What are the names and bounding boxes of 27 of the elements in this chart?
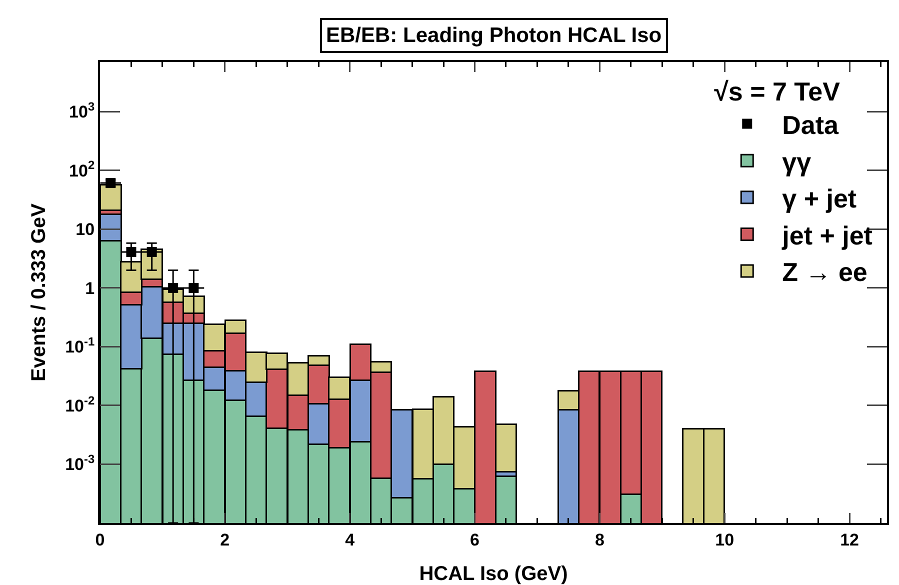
x-axis-title: HCAL Iso (GeV)	[419, 563, 568, 585]
legend-label: jet + jet	[781, 220, 873, 250]
y-axis-title: Events / 0.333 GeV	[28, 202, 50, 382]
y-tick-label: 10	[76, 220, 95, 240]
point	[188, 282, 199, 293]
chart-title: EB/EB: Leading Photon HCAL Iso	[326, 24, 662, 47]
point	[168, 282, 178, 293]
x-tick-label: 4	[345, 530, 356, 550]
legend-label: γ + jet	[782, 184, 857, 214]
x-tick-label: 12	[840, 530, 859, 550]
legend-title: √s = 7 TeV	[714, 76, 841, 106]
y-tick-label: 1	[85, 278, 95, 298]
point	[146, 246, 157, 257]
legend-label: Z → ee	[782, 257, 868, 288]
x-tick-label: 8	[594, 530, 604, 550]
legend-label: Data	[782, 110, 840, 140]
legend-label: γγ	[782, 146, 812, 177]
x-tick-label: 10	[715, 530, 734, 550]
x-tick-label: 0	[95, 530, 105, 550]
y-tick-label: 10$^{3}$	[69, 99, 95, 122]
y-tick-label: 10$^{-1}$	[65, 334, 95, 357]
y-tick-label: 10$^{-2}$	[65, 393, 95, 416]
y-tick-label: 10$^{2}$	[69, 158, 95, 180]
y-tick-label: 10$^{-3}$	[65, 452, 95, 474]
x-tick-label: 2	[220, 530, 230, 550]
x-tick-label: 6	[470, 530, 480, 550]
point	[126, 246, 136, 257]
